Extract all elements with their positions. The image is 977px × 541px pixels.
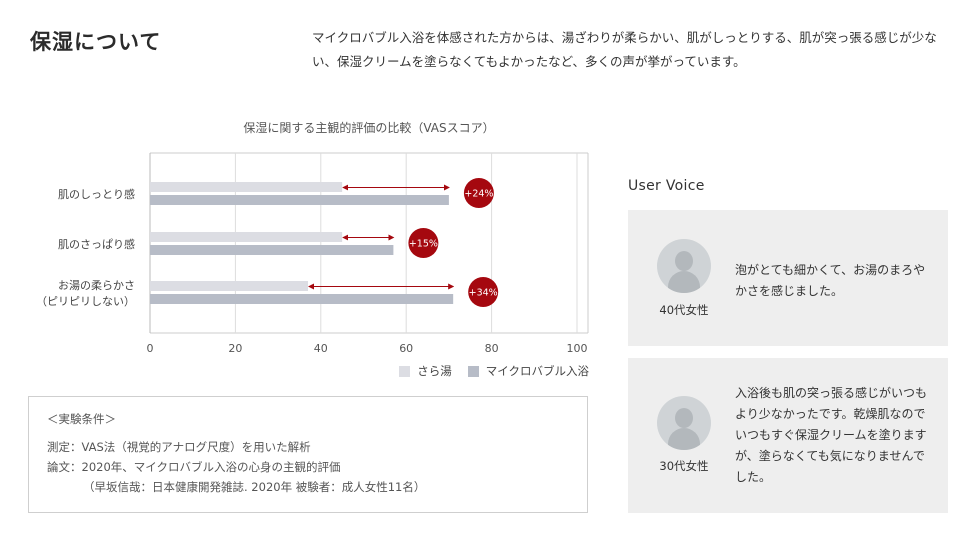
user-comment: 泡がとても細かくて、お湯のまろやかさを感じました。: [735, 263, 926, 298]
legend-swatch-plain-water: [399, 365, 411, 377]
increase-label: +34%: [469, 288, 498, 299]
category-label: 肌のさっぱり感: [58, 238, 135, 251]
bar: [150, 195, 449, 205]
page-title: 保湿について: [30, 30, 162, 54]
user-age-label: 30代女性: [659, 459, 709, 473]
experiment-conditions: ＜実験条件＞ 測定：VAS法（視覚的アナログ尺度）を用いた解析 論文：2020年…: [28, 396, 588, 513]
category-label: （ピリピリしない）: [36, 295, 135, 308]
legend-swatch-microbubble: [467, 365, 479, 377]
user-voice-title: User Voice: [628, 178, 705, 194]
legend-label-plain-water: さら湯: [417, 364, 452, 378]
category-label: 肌のしっとり感: [58, 188, 135, 201]
condition-measurement: 測定：VAS法（視覚的アナログ尺度）を用いた解析: [47, 440, 311, 454]
user-voice-card: 40代女性 泡がとても細かくて、お湯のまろやかさを感じました。: [628, 210, 948, 346]
user-avatar-icon: [657, 396, 711, 450]
x-tick-label: 100: [567, 342, 588, 355]
intro-text: マイクロバブル入浴を体感された方からは、湯ざわりが柔らかい、肌がしっとりする、肌…: [312, 30, 937, 69]
bar: [150, 245, 394, 255]
user-age-label: 40代女性: [659, 303, 709, 317]
x-tick-label: 40: [314, 342, 328, 355]
condition-paper: 論文：2020年、マイクロバブル入浴の心身の主観的評価: [47, 460, 341, 474]
legend-item-microbubble: マイクロバブル入浴: [467, 363, 589, 379]
legend-label-microbubble: マイクロバブル入浴: [485, 364, 589, 378]
chart-title: 保湿に関する主観的評価の比較（VASスコア）: [243, 121, 495, 135]
x-tick-label: 80: [485, 342, 499, 355]
user-voice-card: 30代女性 入浴後も肌の突っ張る感じがいつもより少なかったです。乾燥肌なのでいつ…: [628, 358, 948, 513]
increase-badge: [468, 277, 499, 307]
condition-source: （早坂信哉：日本健康開発雑誌. 2020年 被験者：成人女性11名）: [83, 480, 426, 494]
bar: [150, 294, 454, 304]
legend-item-plain-water: さら湯: [399, 363, 452, 379]
user-avatar-icon: [657, 239, 711, 293]
increase-badge: [408, 228, 439, 258]
x-tick-label: 60: [399, 342, 413, 355]
bar: [150, 281, 308, 291]
increase-label: +15%: [409, 239, 438, 250]
x-tick-label: 0: [147, 342, 154, 355]
user-comment: 入浴後も肌の突っ張る感じがいつもより少なかったです。乾燥肌なのでいつもすぐ保湿ク…: [735, 386, 928, 484]
bar: [150, 232, 343, 242]
category-label: お湯の柔らかさ: [58, 279, 135, 292]
increase-label: +24%: [464, 189, 493, 200]
bar: [150, 182, 343, 192]
x-tick-label: 20: [228, 342, 242, 355]
conditions-title: ＜実験条件＞: [47, 412, 116, 426]
chart-legend: さら湯 マイクロバブル入浴: [399, 363, 589, 379]
increase-badge: [463, 178, 494, 208]
